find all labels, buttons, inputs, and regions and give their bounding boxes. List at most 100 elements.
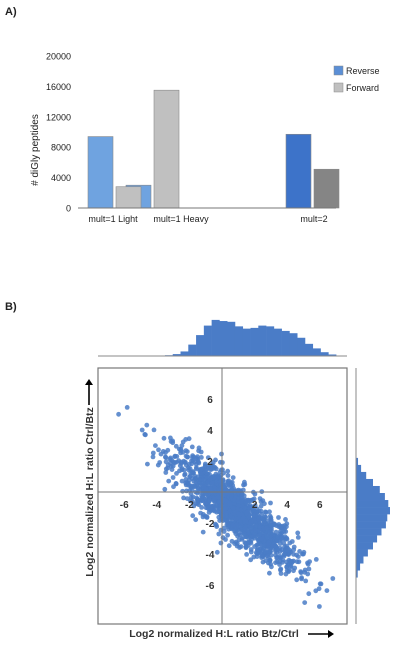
scatter-point <box>268 500 273 506</box>
scatter-point <box>161 435 167 441</box>
scatter-point <box>270 542 276 548</box>
scatter-point <box>251 554 257 560</box>
scatter-x-tick-label: -2 <box>185 500 194 511</box>
scatter-point <box>248 557 254 563</box>
scatter-point <box>243 544 249 550</box>
bar-chart-category-label: mult=2 <box>300 214 327 224</box>
bar-chart-y-tick-label: 16000 <box>46 82 71 92</box>
scatter-point <box>247 498 253 504</box>
scatter-point <box>236 537 242 543</box>
scatter-point <box>277 554 283 559</box>
histogram-bar <box>356 485 380 494</box>
scatter-point <box>278 567 283 573</box>
scatter-point <box>182 471 188 477</box>
scatter-point <box>116 411 121 417</box>
scatter-point <box>198 449 204 455</box>
histogram-bar <box>172 354 181 356</box>
histogram-bar <box>227 321 236 356</box>
scatter-point <box>196 486 201 491</box>
scatter-point <box>214 503 219 509</box>
scatter-point <box>163 450 168 455</box>
scatter-point <box>294 577 300 583</box>
scatter-point <box>169 467 175 472</box>
bar-chart-y-tick-label: 0 <box>66 204 71 214</box>
scatter-point <box>196 459 201 465</box>
scatter-point <box>313 557 319 562</box>
scatter-point <box>207 471 212 477</box>
scatter-point <box>264 534 270 540</box>
histogram-bar <box>356 549 368 557</box>
scatter-point <box>240 515 246 521</box>
scatter-point <box>242 531 248 537</box>
scatter-point <box>267 557 273 563</box>
scatter-point <box>188 470 194 476</box>
scatter-point <box>230 475 236 480</box>
x-axis-arrow <box>308 630 334 638</box>
scatter-point <box>199 455 204 460</box>
scatter-point <box>317 604 322 609</box>
scatter-point <box>257 541 263 547</box>
scatter-point <box>269 564 274 570</box>
histogram-bar <box>219 321 228 356</box>
y-axis-arrow <box>85 379 93 405</box>
scatter-point <box>223 502 229 508</box>
histogram-bar <box>250 327 259 356</box>
scatter-point <box>259 553 265 559</box>
scatter-point <box>298 570 304 576</box>
scatter-point <box>170 440 176 446</box>
scatter-point <box>266 540 272 546</box>
panel-b-label: B) <box>5 301 17 313</box>
scatter-point <box>173 481 179 486</box>
histogram-bar <box>234 326 244 356</box>
scatter-point <box>222 525 227 531</box>
scatter-point <box>186 436 192 442</box>
scatter-point <box>208 487 214 493</box>
scatter-point <box>224 510 229 516</box>
histogram-bar <box>356 493 385 501</box>
bar-reverse-1 <box>87 136 114 209</box>
histogram-bar <box>328 354 337 356</box>
scatter-point <box>264 553 270 559</box>
histogram-bar <box>356 471 367 480</box>
scatter-x-tick-label: -4 <box>152 500 161 511</box>
scatter-point <box>246 540 251 546</box>
scatter-point <box>269 526 274 531</box>
scatter-point <box>223 506 229 511</box>
scatter-point <box>190 494 196 500</box>
scatter-point <box>183 477 189 482</box>
scatter-point <box>190 513 196 519</box>
scatter-point <box>179 478 185 484</box>
scatter-point <box>170 475 176 480</box>
scatter-point <box>267 570 272 576</box>
scatter-point <box>259 536 264 542</box>
scatter-point <box>163 466 169 472</box>
scatter-point <box>177 468 182 474</box>
bar-chart: # diGly peptides 0 4000 8000 12000 16000 2000… <box>30 52 380 225</box>
scatter-point <box>246 505 252 510</box>
scatter-point <box>144 422 150 428</box>
scatter-point <box>262 542 267 548</box>
scatter-point <box>221 529 227 534</box>
scatter-point <box>208 467 213 472</box>
scatter-point <box>242 525 248 531</box>
scatter-point <box>176 458 182 464</box>
scatter-point <box>275 547 281 552</box>
scatter-point <box>264 525 270 531</box>
histogram-bar <box>356 478 373 487</box>
scatter-x-axis-label: Log2 normalized H:L ratio Btz/Ctrl <box>129 628 299 640</box>
scatter-point <box>278 529 283 534</box>
scatter-point <box>301 551 306 557</box>
scatter-point <box>174 454 180 459</box>
scatter-point <box>193 517 199 523</box>
bar-chart-category-label: mult=1 Heavy <box>153 214 209 224</box>
scatter-point <box>199 498 205 504</box>
scatter-point <box>299 576 304 582</box>
scatter-point <box>215 475 220 481</box>
scatter-point <box>306 591 312 597</box>
scatter-point <box>184 462 189 468</box>
bar-chart-y-axis-label: # diGly peptides <box>30 114 41 186</box>
histogram-bar <box>266 326 275 356</box>
scatter-point <box>198 467 204 473</box>
scatter-point <box>225 473 231 478</box>
scatter-point <box>226 543 232 549</box>
